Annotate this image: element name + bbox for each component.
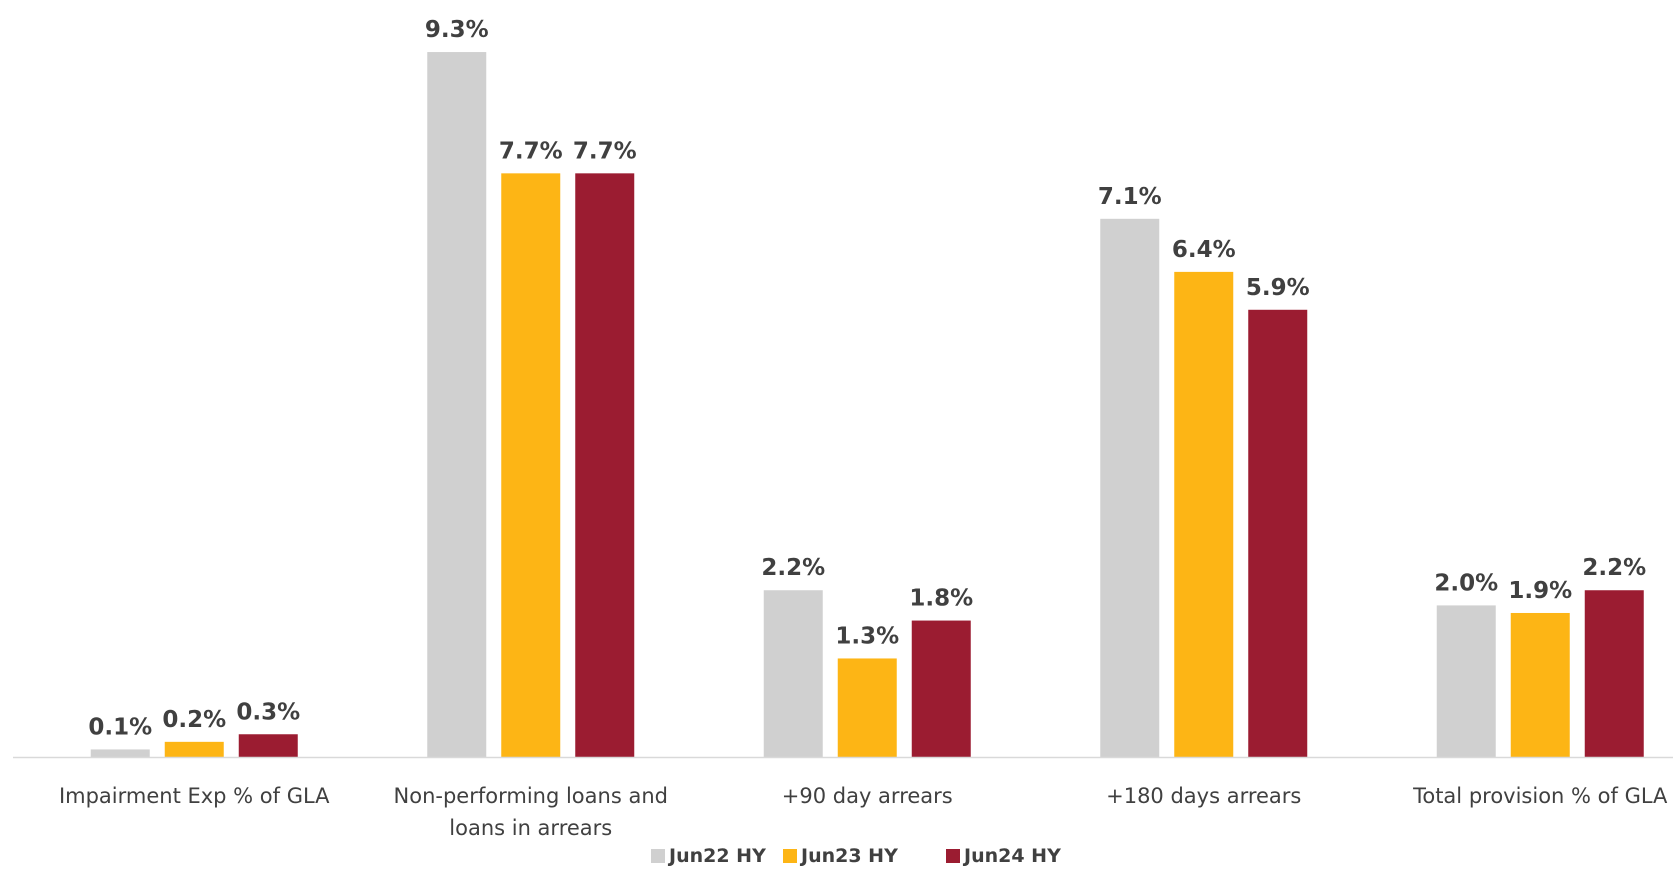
bar	[837, 658, 897, 757]
bar	[238, 734, 298, 757]
legend-label: Jun22 HY	[667, 845, 766, 867]
bar	[1174, 271, 1234, 757]
bar	[575, 173, 635, 758]
data-label: 0.3%	[236, 699, 300, 725]
bars-layer	[90, 52, 1644, 758]
bar	[501, 173, 561, 758]
data-label: 2.2%	[1582, 555, 1646, 581]
data-label: 5.9%	[1246, 275, 1310, 301]
data-label: 7.1%	[1098, 184, 1162, 210]
bar	[1436, 605, 1496, 757]
bar	[1248, 309, 1308, 757]
legend-swatch	[651, 849, 665, 863]
data-label: 1.3%	[835, 623, 899, 649]
legend-label: Jun24 HY	[962, 845, 1061, 867]
category-labels-layer: Impairment Exp % of GLA Non-performing lo…	[59, 784, 1668, 840]
category-label: Impairment Exp % of GLA	[59, 784, 330, 808]
data-label: 2.2%	[761, 555, 825, 581]
data-labels-layer: 0.1% 0.2% 0.3% 9.3% 7.7% 7.7% 2.2% 1.3% 1.8% 7.1%…	[88, 17, 1646, 740]
bar	[1100, 218, 1160, 757]
data-label: 6.4%	[1172, 237, 1236, 263]
bar	[90, 749, 150, 757]
category-label: +90 day arrears	[782, 784, 953, 808]
legend: Jun22 HY Jun23 HY Jun24 HY	[651, 845, 1061, 867]
data-label: 0.1%	[88, 714, 152, 740]
bar	[911, 620, 971, 757]
data-label: 9.3%	[425, 17, 489, 43]
data-label: 1.9%	[1508, 578, 1572, 604]
bar	[1584, 590, 1644, 757]
bar	[427, 52, 487, 758]
data-label: 7.7%	[499, 138, 563, 164]
data-label: 0.2%	[162, 707, 226, 733]
legend-swatch	[946, 849, 960, 863]
data-label: 1.8%	[909, 586, 973, 612]
bar	[1510, 612, 1570, 757]
category-label: Total provision % of GLA	[1412, 784, 1668, 808]
bar	[763, 590, 823, 757]
category-label: +180 days arrears	[1106, 784, 1301, 808]
data-label: 7.7%	[573, 138, 637, 164]
legend-label: Jun23 HY	[799, 845, 898, 867]
bar	[164, 741, 224, 757]
data-label: 2.0%	[1434, 570, 1498, 596]
category-label: Non-performing loans and loans in arrears	[394, 784, 668, 840]
legend-swatch	[783, 849, 797, 863]
